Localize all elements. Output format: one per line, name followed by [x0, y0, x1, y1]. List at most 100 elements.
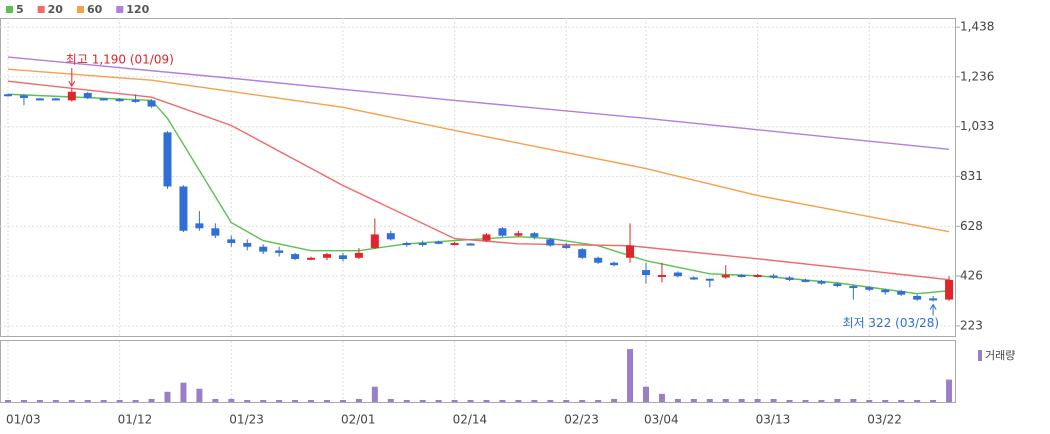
candle-body: [370, 234, 379, 248]
candle-body: [737, 275, 746, 278]
x-tick-label: 01/23: [229, 413, 264, 427]
x-tick-label: 02/01: [341, 413, 376, 427]
legend-swatch: [978, 350, 982, 361]
volume-bar: [882, 399, 889, 402]
volume-bar: [834, 398, 841, 402]
volume-bar: [403, 399, 410, 402]
candle-body: [897, 290, 906, 295]
annotation-arrowhead: [929, 303, 937, 310]
candle-body: [211, 228, 220, 236]
volume-bar: [690, 398, 697, 402]
volume-bar: [84, 399, 91, 402]
volume-bar: [706, 398, 713, 402]
candle-body: [673, 272, 682, 277]
volume-bar: [563, 399, 570, 402]
volume-bar: [658, 393, 665, 402]
candle-body: [354, 252, 363, 258]
candle-body: [51, 98, 60, 101]
candle-body: [338, 255, 347, 260]
volume-bar: [738, 398, 745, 402]
price-panel: [0, 18, 956, 337]
candle-body: [131, 99, 140, 102]
y-tick-label: 1,236: [960, 69, 994, 83]
volume-bar: [324, 399, 330, 402]
candle-body: [291, 254, 300, 260]
candle-body: [243, 243, 252, 247]
volume-bar: [770, 398, 777, 402]
legend-swatch: [6, 6, 13, 13]
volume-bar: [930, 399, 937, 402]
volume-bar: [674, 398, 681, 402]
candle-body: [323, 254, 331, 258]
volume-bar: [116, 399, 123, 402]
candle-body: [945, 279, 954, 300]
candle-body: [19, 95, 28, 98]
volume-bar: [802, 399, 809, 402]
volume-label: 거래량: [985, 349, 1015, 362]
legend-label: 5: [16, 3, 24, 16]
candle-body: [689, 277, 698, 280]
volume-bar: [722, 398, 729, 402]
candle-body: [913, 295, 922, 300]
y-tick-label: 426: [960, 268, 983, 282]
volume-bar: [595, 399, 602, 402]
candle-body: [99, 98, 108, 101]
moving-average-line: [7, 56, 950, 151]
volume-bar: [339, 399, 346, 402]
volume-bar: [627, 349, 634, 402]
volume-bar: [196, 388, 203, 402]
candle-body: [434, 241, 443, 244]
candle-body: [307, 257, 316, 260]
y-tick-label: 1,438: [960, 20, 994, 34]
candle-body: [801, 279, 810, 282]
candle-body: [881, 289, 890, 293]
volume-bar: [308, 399, 315, 402]
candle-body: [642, 270, 650, 276]
candle-body: [147, 100, 156, 107]
candle-body: [530, 233, 539, 237]
x-tick-label: 03/04: [644, 413, 679, 427]
volume-bar: [292, 399, 299, 402]
candle-body: [179, 186, 188, 231]
candle-body: [4, 94, 12, 97]
candle-body: [865, 287, 874, 290]
volume-bar: [52, 399, 59, 402]
candle-body: [610, 262, 619, 266]
volume-bar: [276, 399, 283, 402]
x-tick-label: 02/14: [453, 413, 488, 427]
volume-bar: [946, 379, 953, 402]
candle-body: [929, 298, 938, 301]
candle-body: [386, 233, 395, 240]
volume-bar: [244, 399, 251, 402]
candle-body: [546, 239, 555, 246]
volume-bar: [260, 399, 267, 402]
volume-bar: [611, 398, 618, 402]
annotation-text: 최고 1,190 (01/09): [66, 53, 174, 67]
volume-bar: [531, 399, 538, 402]
legend-swatch: [116, 6, 124, 13]
candle-body: [657, 275, 666, 278]
candle-body: [195, 223, 204, 229]
y-tick-label: 831: [960, 169, 983, 183]
volume-bar: [5, 399, 11, 402]
volume-bar: [483, 399, 490, 402]
volume-bar: [164, 391, 171, 402]
candle-body: [594, 257, 603, 263]
volume-bar: [435, 399, 442, 402]
candle-body: [115, 99, 124, 102]
candle-body: [35, 98, 44, 101]
candle-body: [849, 286, 858, 289]
candle-body: [833, 283, 842, 287]
candle-body: [498, 228, 507, 236]
candle-body: [163, 132, 172, 187]
candle-body: [275, 250, 284, 253]
volume-bar: [866, 399, 873, 402]
volume-bar: [20, 399, 27, 402]
candle-body: [259, 246, 268, 252]
volume-bar: [914, 399, 921, 402]
volume-bar: [818, 399, 825, 402]
y-tick-label: 223: [960, 318, 983, 332]
legend-swatch: [76, 6, 84, 13]
candle-body: [705, 278, 714, 281]
legend-swatch: [37, 6, 45, 13]
